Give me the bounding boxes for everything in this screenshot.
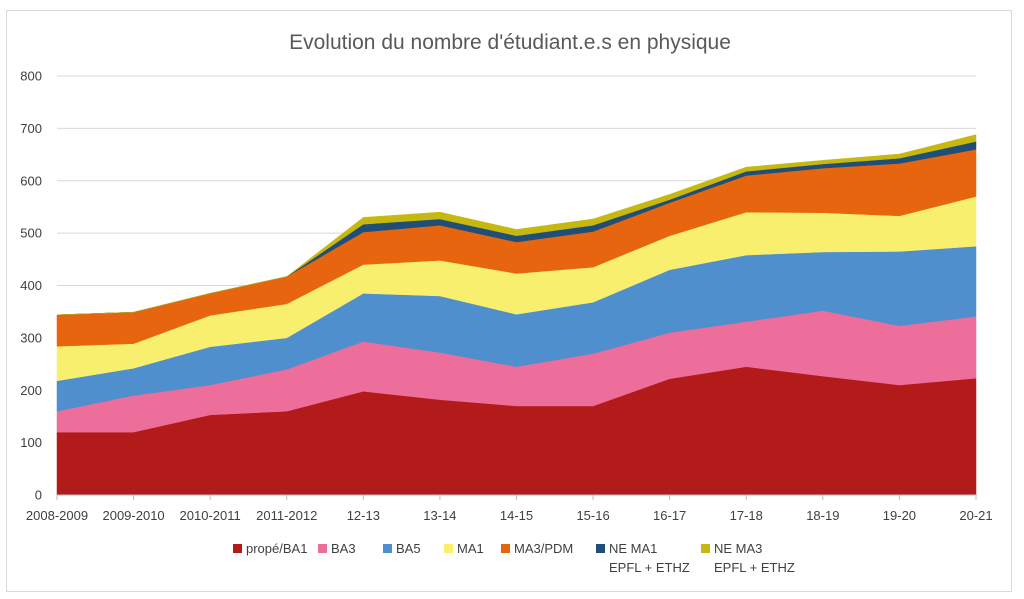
y-axis-ticks: 0 100 200 300 400 500 600 700 800 [20, 69, 42, 503]
legend-swatch [701, 544, 710, 553]
x-tick-label: 2009-2010 [102, 508, 164, 523]
y-tick-label: 0 [35, 488, 42, 503]
legend-label: propé/BA1 [246, 541, 307, 556]
legend-swatch [233, 544, 242, 553]
y-tick-label: 500 [20, 226, 42, 241]
legend-label: NE MA3 [714, 541, 762, 556]
y-tick-label: 700 [20, 121, 42, 136]
x-tick-label: 19-20 [883, 508, 916, 523]
chart-title: Evolution du nombre d'étudiant.e.s en ph… [289, 31, 731, 54]
legend-swatch [318, 544, 327, 553]
legend-label: NE MA1 [609, 541, 657, 556]
y-tick-label: 300 [20, 330, 42, 345]
area-series-6 [56, 134, 977, 316]
y-tick-label: 600 [20, 173, 42, 188]
legend-label: BA3 [331, 541, 356, 556]
x-tick-label: 18-19 [806, 508, 839, 523]
x-tick-label: 2010-2011 [180, 508, 241, 523]
legend-label: MA1 [457, 541, 484, 556]
legend-label: BA5 [396, 541, 421, 556]
legend-label: MA3/PDM [514, 541, 573, 556]
y-tick-label: 100 [20, 435, 42, 450]
legend-swatch [596, 544, 605, 553]
legend-label: EPFL + ETHZ [609, 560, 690, 575]
x-tick-label: 16-17 [653, 508, 686, 523]
legend-swatch [501, 544, 510, 553]
x-tick-label: 20-21 [959, 508, 992, 523]
y-tick-label: 400 [20, 278, 42, 293]
x-tick-label: 2011-2012 [256, 508, 317, 523]
x-tick-label: 2008-2009 [26, 508, 88, 523]
legend-label: EPFL + ETHZ [714, 560, 795, 575]
legend-swatch [383, 544, 392, 553]
x-tick-label: 12-13 [347, 508, 380, 523]
legend-swatch [444, 544, 453, 553]
series-areas [56, 134, 977, 496]
legend: propé/BA1 BA3 BA5 MA1 MA3/PDM NE MA1 EPFL + ET… [233, 541, 795, 575]
x-tick-label: 13-14 [423, 508, 456, 523]
y-tick-label: 800 [20, 69, 42, 84]
x-axis-ticks: 2008-2009 2009-2010 2010-2011 2011-2012 12-1… [26, 494, 993, 523]
x-tick-label: 17-18 [730, 508, 763, 523]
y-tick-label: 200 [20, 383, 42, 398]
x-tick-label: 15-16 [576, 508, 609, 523]
x-tick-label: 14-15 [500, 508, 533, 523]
